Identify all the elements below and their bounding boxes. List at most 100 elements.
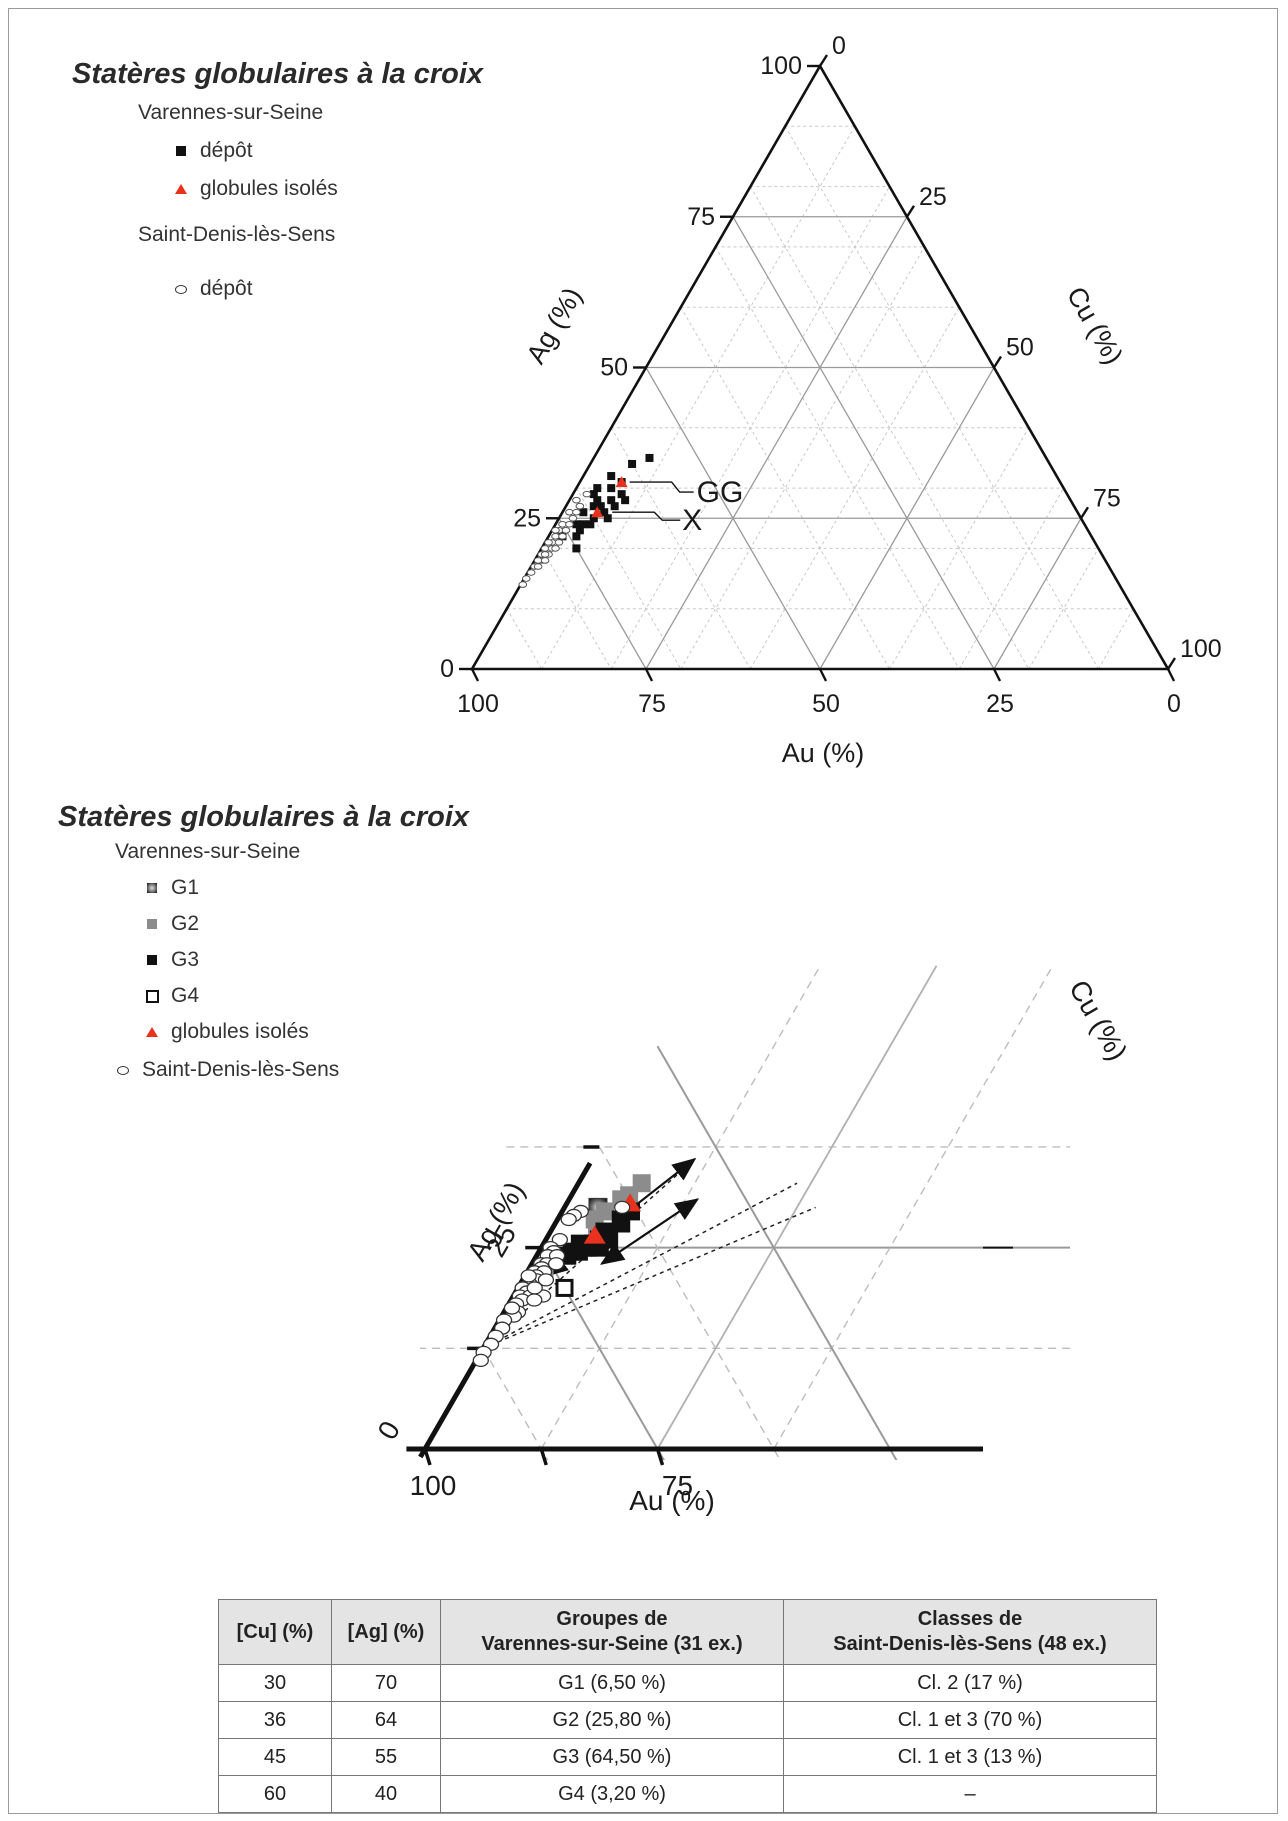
trend-arrow [600,1198,699,1265]
cu-tick [1166,657,1177,670]
x-leader-line [612,511,681,521]
data-point-ellipse [518,581,528,588]
data-point-square [621,496,630,505]
g2-marker-icon [145,917,159,931]
data-point-square [645,453,654,462]
table-header-row: [Cu] (%) [Ag] (%) Groupes de Varennes-sur… [218,1599,1157,1665]
data-point-square [575,526,584,535]
data-point-ellipse [540,557,550,564]
gg-leader-line [629,481,694,493]
data-point-square [589,502,598,511]
top-grid [506,125,1134,670]
table-row: 45 55 G3 (64,50 %) Cl. 1 et 3 (13 %) [218,1738,1157,1776]
x-annotation: X [682,504,702,537]
top-cu-axis-label: Cu (%) [1061,282,1129,370]
data-point-square [607,484,616,493]
data-point-ellipse [551,527,560,534]
data-point-ellipse [558,520,567,528]
data-point-ellipse [565,520,574,528]
data-point-ellipse [554,539,564,546]
table-row: 36 64 G2 (25,80 %) Cl. 1 et 3 (70 %) [218,1701,1157,1739]
data-point-triangle [583,1225,606,1244]
data-point-ellipse [547,1257,565,1271]
grid-line-major [819,367,995,670]
data-point-ellipse [544,539,553,546]
table-cell: 64 [331,1701,441,1739]
au-tick [423,1448,432,1466]
grid-line-major [645,367,821,670]
bottom-grid [420,965,1070,1460]
data-point-square [572,532,581,541]
top-legend-title: Statères globulaires à la croix [72,58,484,90]
data-point-ellipse [560,1212,577,1227]
grid-line-major [732,216,995,670]
top-legend: Statères globulaires à la croix Varennes… [72,58,483,301]
cu-tick [905,205,916,218]
au-tick [992,668,1002,682]
top-tick-marks [459,54,1177,682]
cu-tick [992,355,1003,369]
table-cell: G2 (25,80 %) [440,1701,784,1739]
data-point-ellipse [537,1273,555,1287]
data-point-ellipse [551,1232,568,1247]
grid-line [482,1347,549,1460]
table-row: 30 70 G1 (6,50 %) Cl. 2 (17 %) [218,1664,1157,1702]
data-point-square [617,490,626,499]
au-tick [818,668,828,682]
grid-line [958,487,1065,670]
legend-isolated: globules isolés [200,177,338,200]
ag-tick-label: 0 [371,1416,406,1445]
au-tick [470,668,480,682]
au-tick-label: 100 [410,1470,457,1501]
table-cell: – [783,1775,1157,1813]
top-ternary-chart: GGX 0 25 50 75 100 100 75 50 25 0 0 25 50 75 100 Au (%… [440,32,1222,768]
table-cell: 30 [218,1664,332,1702]
data-point-square [572,544,581,553]
au-tick-label: 25 [986,690,1014,718]
data-point-square [600,508,609,517]
data-point-ellipse [561,527,571,534]
data-point-ellipse [575,502,585,510]
cu-tick [1079,506,1090,519]
bottom-legend-title: Statères globulaires à la croix [58,801,470,833]
table-cell: Cl. 2 (17 %) [783,1664,1157,1702]
data-point-ellipse [568,514,578,522]
table-cell: 55 [331,1738,441,1776]
cu-tick-label: 25 [919,183,947,211]
legend-depot: dépôt [200,139,253,162]
top-points [518,453,654,588]
triangle-marker-icon [145,1025,159,1039]
composition-table: [Cu] (%) [Ag] (%) Groupes de Varennes-sur… [218,1599,1157,1813]
top-ag-axis-label: Ag (%) [521,282,588,368]
au-tick-label: 0 [1167,690,1181,718]
data-point-ellipse [521,575,531,582]
table-cell: 40 [331,1775,441,1813]
cu-tick-label: 50 [1006,334,1034,362]
table-cell: Cl. 1 et 3 (70 %) [783,1701,1157,1739]
data-point-ellipse [558,533,567,540]
bottom-legend: Statères globulaires à la croix Varennes… [58,801,469,1082]
data-point-square [579,520,588,529]
data-point-ellipse [533,557,543,564]
data-point-ellipse [503,1301,521,1315]
cu-tick-label: 75 [1093,484,1121,512]
legend-g2: G2 [171,912,200,935]
grid-line [680,246,925,670]
au-tick-label: 75 [662,1470,693,1501]
data-point-ellipse [526,1293,543,1307]
cu-tick-label: 100 [1180,635,1222,663]
guide-line [482,1182,798,1349]
legend-site-saint-denis: Saint-Denis-lès-Sens [138,223,336,246]
data-point-square [572,520,581,529]
bottom-points [472,1174,651,1368]
data-point-ellipse [582,490,592,498]
data-point-g4 [555,1278,574,1297]
table-cell: 36 [218,1701,332,1739]
data-point-triangle [615,476,628,488]
legend-isolated-2: globules isolés [171,1020,309,1043]
au-tick [655,1448,665,1466]
legend-g1: G1 [171,876,200,899]
table-cell: 70 [331,1664,441,1702]
data-point-ellipse [565,508,574,516]
g4-marker-icon [145,989,159,1003]
